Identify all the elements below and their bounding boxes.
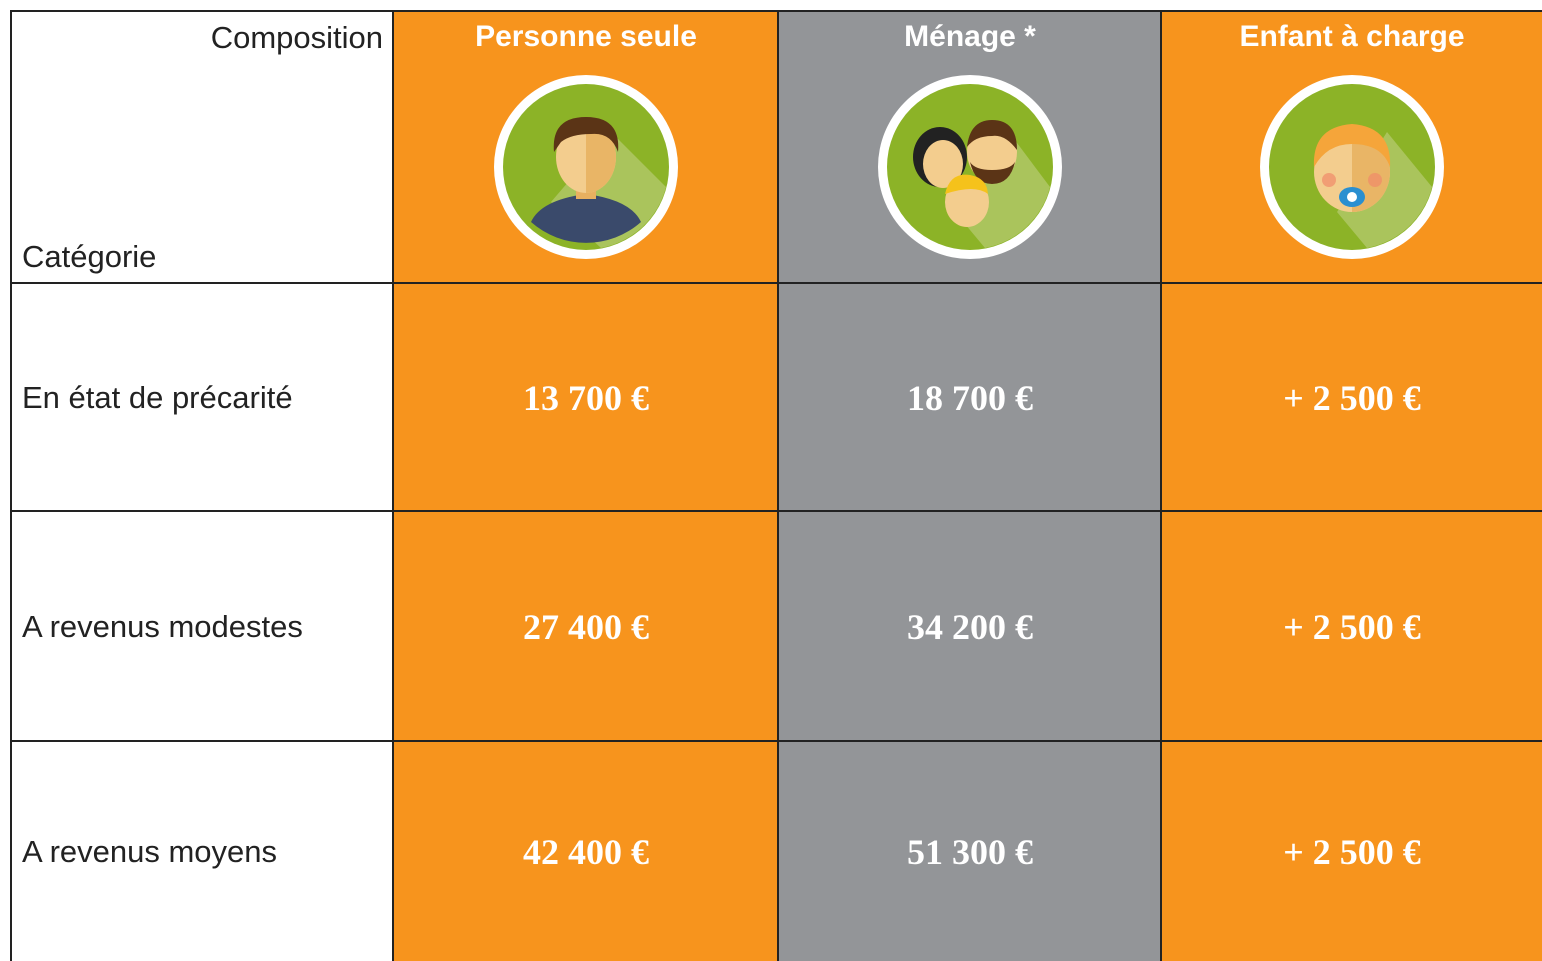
value-cell: 27 400 € [392, 510, 778, 741]
row-label: En état de précarité [22, 379, 293, 415]
row-label: A revenus modestes [22, 608, 303, 644]
column-header: Enfant à charge [1239, 20, 1465, 53]
value: 42 400 € [523, 831, 649, 872]
row-label-cell: A revenus modestes [10, 510, 393, 741]
household-icon [878, 75, 1062, 259]
child-icon [1260, 75, 1444, 259]
person-icon [494, 75, 678, 259]
column-header: Ménage * [904, 20, 1036, 53]
value-cell: + 2 500 € [1160, 282, 1542, 511]
row-label: A revenus moyens [22, 833, 278, 869]
value-cell: 34 200 € [777, 510, 1161, 741]
value: 27 400 € [523, 606, 649, 647]
value-cell: 13 700 € [392, 282, 778, 511]
value: 13 700 € [523, 377, 649, 418]
value: + 2 500 € [1283, 831, 1421, 872]
value: 51 300 € [907, 831, 1033, 872]
value-cell: 18 700 € [777, 282, 1161, 511]
value: 34 200 € [907, 606, 1033, 647]
header-cell: Ménage * [777, 10, 1161, 283]
header-cell: Enfant à charge [1160, 10, 1542, 283]
corner-cell: Composition Catégorie [10, 10, 393, 283]
value: + 2 500 € [1283, 377, 1421, 418]
value-cell: + 2 500 € [1160, 740, 1542, 961]
value: + 2 500 € [1283, 606, 1421, 647]
row-label-cell: En état de précarité [10, 282, 393, 511]
value: 18 700 € [907, 377, 1033, 418]
column-header: Personne seule [475, 20, 697, 53]
value-cell: 51 300 € [777, 740, 1161, 961]
category-label: Catégorie [22, 239, 157, 274]
row-label-cell: A revenus moyens [10, 740, 393, 961]
composition-label: Composition [210, 20, 383, 55]
value-cell: 42 400 € [392, 740, 778, 961]
value-cell: + 2 500 € [1160, 510, 1542, 741]
header-cell: Personne seule [392, 10, 778, 283]
